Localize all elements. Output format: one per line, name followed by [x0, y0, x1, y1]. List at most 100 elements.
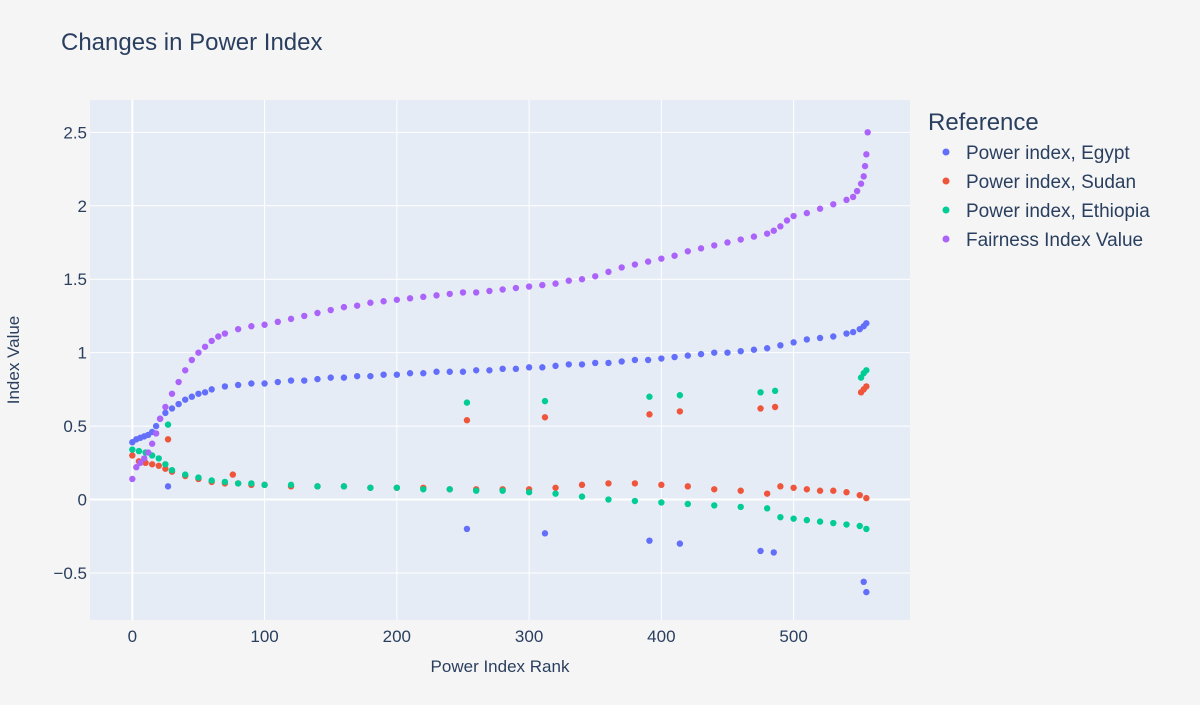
data-point [856, 491, 863, 499]
data-point [737, 347, 744, 355]
data-point [406, 370, 414, 377]
data-point [790, 515, 797, 522]
legend[interactable]: Reference Power index, Egypt Power index,… [928, 109, 1150, 251]
data-point [201, 343, 209, 350]
legend-item-fairness-index-value[interactable]: Fairness Index Value [942, 230, 1144, 251]
data-point [684, 500, 692, 508]
data-point [763, 345, 771, 352]
data-point [816, 334, 824, 342]
data-point [863, 383, 870, 390]
data-point [380, 371, 387, 378]
data-point [724, 239, 731, 246]
data-point [162, 461, 169, 468]
data-point [552, 484, 559, 491]
data-point [757, 389, 764, 396]
legend-item-power-index-sudan[interactable]: Power index, Sudan [942, 172, 1137, 193]
data-point [737, 487, 744, 494]
data-point [472, 289, 480, 296]
y-tick-label: 0 [78, 491, 87, 510]
data-points [129, 129, 871, 596]
data-point [367, 484, 374, 491]
data-point [863, 367, 870, 374]
data-point [552, 362, 559, 370]
data-point [646, 393, 653, 400]
data-point [618, 358, 625, 365]
data-point [144, 449, 152, 456]
data-point [367, 372, 374, 380]
data-point [853, 187, 861, 195]
data-point [771, 387, 779, 395]
data-point [684, 483, 692, 490]
data-point [803, 336, 811, 343]
data-point [175, 400, 182, 408]
data-point [770, 549, 777, 556]
data-point [248, 380, 255, 387]
data-point [860, 173, 867, 180]
data-point [195, 474, 202, 481]
x-tick-label: 100 [250, 627, 278, 646]
data-point [463, 417, 471, 424]
data-point [790, 212, 797, 220]
data-point [711, 486, 718, 493]
data-point [525, 364, 533, 371]
legend-item-power-index-ethiopia[interactable]: Power index, Ethiopia [942, 201, 1151, 222]
data-point [863, 588, 870, 596]
data-point [208, 386, 215, 393]
data-point [301, 312, 308, 320]
data-point [314, 483, 321, 490]
data-point [314, 375, 321, 383]
data-point [155, 462, 162, 469]
data-point [684, 248, 692, 255]
data-point [248, 480, 255, 487]
data-point [644, 258, 652, 265]
series-fairness-index-value [129, 129, 871, 483]
legend-label: Power index, Sudan [966, 172, 1136, 193]
legend-label: Fairness Index Value [966, 230, 1143, 251]
data-point [188, 393, 196, 400]
data-point [644, 356, 652, 364]
data-point [182, 396, 189, 403]
data-point [301, 377, 308, 384]
data-point [856, 522, 863, 530]
data-point [770, 227, 777, 234]
data-point [658, 355, 665, 362]
data-point [162, 409, 169, 417]
data-point [486, 287, 493, 295]
data-point [750, 233, 758, 240]
data-point [711, 242, 718, 249]
data-point [857, 180, 865, 187]
data-point [592, 273, 599, 280]
y-axis-label: Index Value [4, 316, 23, 405]
data-point [578, 493, 586, 500]
legend-marker [942, 235, 950, 243]
data-point [353, 302, 361, 309]
legend-item-power-index-egypt[interactable]: Power index, Egypt [942, 143, 1131, 164]
data-point [148, 461, 156, 468]
data-point [539, 281, 546, 289]
data-point [195, 390, 202, 397]
data-point [393, 371, 401, 378]
y-tick-label: 2.5 [63, 123, 87, 142]
data-point [168, 390, 176, 397]
data-point [168, 405, 176, 412]
data-point [274, 378, 282, 386]
data-point [737, 236, 744, 243]
data-point [849, 328, 857, 336]
data-point [671, 252, 678, 259]
data-point [182, 367, 189, 374]
legend-marker [942, 148, 950, 156]
data-point [790, 339, 797, 346]
data-point [175, 378, 182, 386]
data-point [565, 361, 572, 368]
data-point [541, 530, 549, 537]
data-point [129, 452, 136, 459]
data-point [472, 367, 480, 374]
data-point [433, 292, 440, 299]
data-point [135, 447, 143, 455]
data-point [340, 303, 348, 311]
data-point [777, 342, 784, 349]
data-point [353, 372, 361, 380]
data-point [724, 349, 731, 356]
data-point [287, 377, 295, 384]
